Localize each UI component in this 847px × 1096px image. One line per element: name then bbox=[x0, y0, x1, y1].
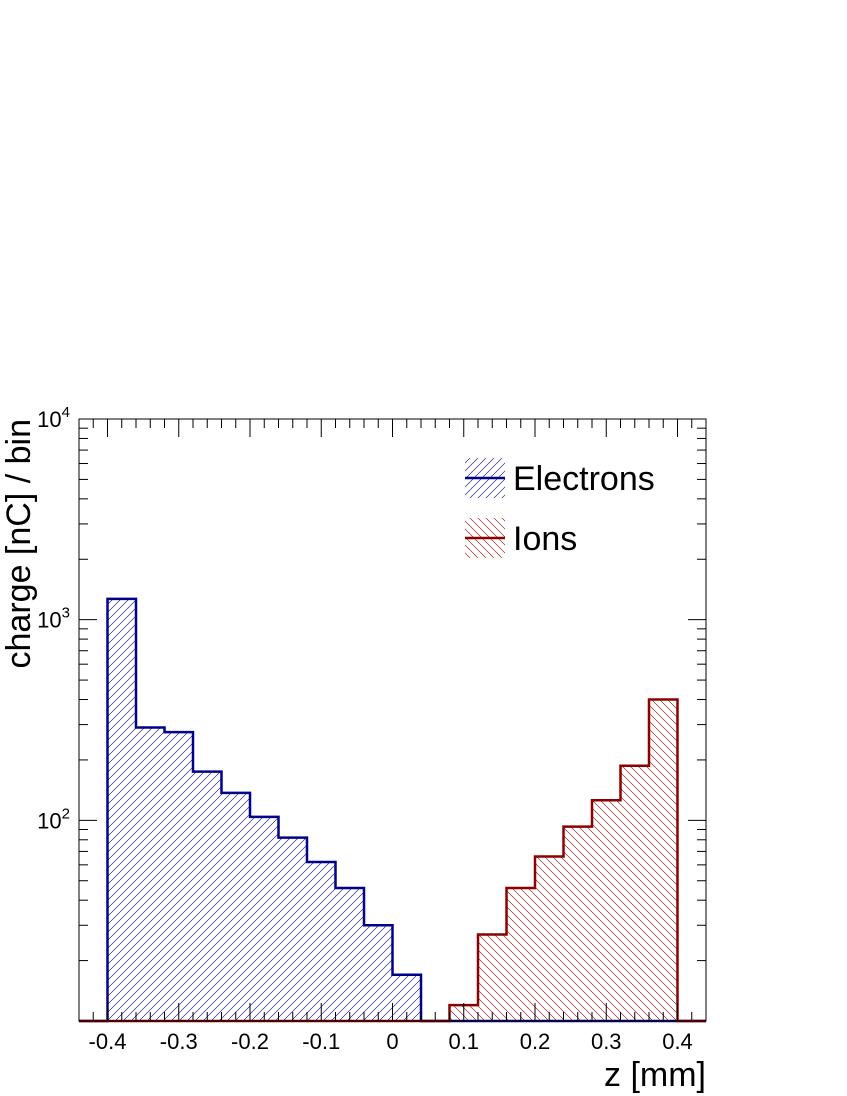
axis-ticks bbox=[78, 419, 707, 1021]
y-tick-label: 102 bbox=[37, 805, 70, 833]
bar-ions-17 bbox=[592, 800, 621, 1021]
y-axis-label: charge [nC] / bin bbox=[0, 419, 38, 668]
bar-electrons-4 bbox=[221, 792, 250, 1021]
outline-ions bbox=[79, 698, 706, 1023]
bar-electrons-2 bbox=[164, 732, 193, 1021]
x-tick-label: -0.3 bbox=[160, 1029, 198, 1054]
x-tick-label: 0.2 bbox=[520, 1029, 551, 1054]
y-tick-label: 104 bbox=[37, 404, 70, 432]
x-tick-label: 0.4 bbox=[662, 1029, 693, 1054]
x-tick-label: -0.2 bbox=[231, 1029, 269, 1054]
bar-electrons-6 bbox=[278, 837, 307, 1021]
bar-electrons-7 bbox=[307, 861, 336, 1021]
x-tick-label: -0.1 bbox=[302, 1029, 340, 1054]
outline-electrons bbox=[79, 597, 706, 1023]
bar-electrons-9 bbox=[364, 925, 393, 1021]
legend-label: Electrons bbox=[513, 460, 655, 498]
y-tick-labels: 102 103 104 bbox=[37, 404, 70, 833]
legend-item-ions: Ions bbox=[465, 518, 577, 558]
x-tick-label: 0.3 bbox=[591, 1029, 622, 1054]
bar-ions-13 bbox=[478, 934, 507, 1021]
x-tick-label: 0.1 bbox=[448, 1029, 479, 1054]
histogram-series bbox=[79, 597, 706, 1023]
x-tick-labels: -0.4 -0.3 -0.2 -0.1 0 0.1 0.2 0.3 0.4 bbox=[89, 1029, 693, 1054]
x-tick-label: 0 bbox=[386, 1029, 398, 1054]
bar-ions-16 bbox=[563, 826, 592, 1021]
y-tick-label: 103 bbox=[37, 605, 70, 633]
legend: Electrons Ions bbox=[465, 458, 655, 558]
bar-electrons-8 bbox=[335, 888, 364, 1021]
legend-label: Ions bbox=[513, 520, 577, 558]
bar-electrons-5 bbox=[250, 816, 279, 1021]
bar-ions-19 bbox=[649, 699, 678, 1021]
bar-ions-14 bbox=[506, 888, 535, 1021]
bar-ions-18 bbox=[620, 765, 649, 1021]
x-axis-label: z [mm] bbox=[604, 1056, 706, 1094]
bar-electrons-1 bbox=[136, 727, 165, 1021]
bar-electrons-0 bbox=[107, 598, 136, 1021]
series-ions bbox=[79, 698, 706, 1023]
plot-frame bbox=[78, 418, 707, 1022]
bar-electrons-3 bbox=[193, 771, 222, 1021]
series-electrons bbox=[79, 597, 706, 1023]
bar-ions-15 bbox=[535, 856, 564, 1021]
x-tick-label: -0.4 bbox=[89, 1029, 127, 1054]
legend-item-electrons: Electrons bbox=[465, 458, 655, 498]
